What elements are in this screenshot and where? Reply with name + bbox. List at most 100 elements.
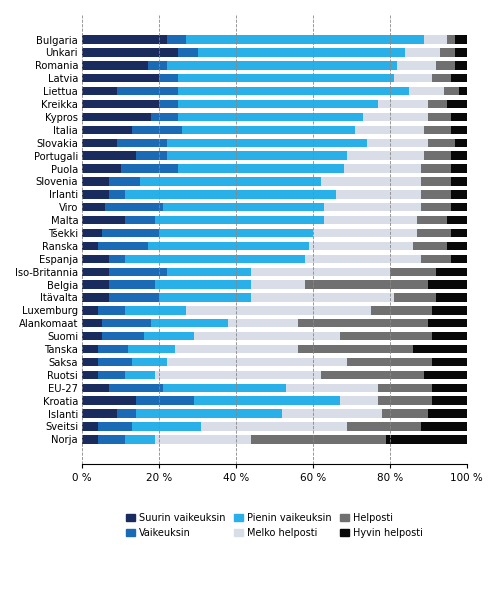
Bar (321, 177, 420, 185)
Bar (451, 190, 467, 199)
Bar (136, 397, 194, 405)
Bar (117, 139, 167, 147)
Bar (305, 280, 428, 289)
Bar (136, 409, 282, 418)
Bar (178, 100, 378, 108)
Bar (124, 371, 155, 379)
Bar (144, 332, 194, 340)
Bar (428, 113, 451, 121)
Bar (109, 268, 167, 276)
Bar (98, 435, 124, 443)
Bar (194, 397, 340, 405)
Bar (159, 229, 313, 237)
Bar (405, 48, 440, 56)
Bar (286, 383, 378, 392)
Bar (82, 177, 109, 185)
Bar (305, 254, 420, 263)
Bar (451, 164, 467, 173)
Bar (82, 345, 98, 353)
Bar (229, 319, 297, 328)
Bar (98, 345, 128, 353)
Bar (428, 100, 447, 108)
Bar (182, 125, 355, 134)
Bar (417, 229, 451, 237)
Bar (436, 268, 467, 276)
Bar (82, 229, 102, 237)
Bar (82, 268, 109, 276)
Bar (82, 113, 151, 121)
Bar (82, 125, 132, 134)
Bar (151, 319, 229, 328)
Bar (313, 229, 417, 237)
Bar (178, 113, 363, 121)
Bar (109, 177, 140, 185)
Bar (428, 280, 467, 289)
Bar (109, 280, 155, 289)
Bar (124, 435, 155, 443)
Bar (417, 216, 447, 224)
Bar (178, 164, 344, 173)
Bar (106, 203, 163, 211)
Bar (367, 139, 428, 147)
Bar (451, 177, 467, 185)
Bar (163, 383, 286, 392)
Bar (432, 332, 467, 340)
Bar (82, 280, 109, 289)
Bar (393, 74, 432, 82)
Bar (309, 242, 413, 250)
Bar (378, 100, 428, 108)
Bar (451, 254, 467, 263)
Bar (251, 293, 393, 302)
Bar (420, 254, 451, 263)
Bar (82, 164, 121, 173)
Bar (82, 242, 98, 250)
Bar (124, 216, 155, 224)
Bar (424, 151, 451, 160)
Bar (147, 61, 167, 70)
Bar (82, 35, 167, 44)
Bar (432, 397, 467, 405)
Bar (251, 268, 390, 276)
Bar (432, 306, 467, 314)
Bar (447, 242, 467, 250)
Bar (132, 422, 201, 431)
Bar (348, 358, 432, 366)
Bar (117, 87, 178, 95)
Bar (363, 113, 428, 121)
Bar (390, 268, 436, 276)
Bar (82, 87, 117, 95)
Bar (201, 422, 348, 431)
Bar (436, 293, 467, 302)
Bar (451, 229, 467, 237)
Bar (109, 293, 159, 302)
Bar (413, 242, 447, 250)
Bar (82, 254, 109, 263)
Bar (297, 345, 413, 353)
Bar (128, 345, 174, 353)
Bar (444, 87, 459, 95)
Bar (378, 383, 432, 392)
Bar (420, 422, 467, 431)
Bar (194, 332, 340, 340)
Bar (451, 125, 467, 134)
Bar (198, 48, 405, 56)
Bar (440, 48, 455, 56)
Bar (82, 371, 98, 379)
Bar (82, 319, 102, 328)
Bar (167, 268, 251, 276)
Bar (186, 35, 424, 44)
Bar (82, 216, 124, 224)
Bar (98, 422, 132, 431)
Bar (324, 203, 420, 211)
Bar (432, 358, 467, 366)
Bar (117, 409, 136, 418)
Bar (436, 61, 455, 70)
Bar (455, 139, 467, 147)
Bar (109, 383, 163, 392)
Bar (155, 280, 251, 289)
Bar (447, 100, 467, 108)
Bar (82, 422, 98, 431)
Bar (178, 74, 393, 82)
Bar (393, 293, 436, 302)
Bar (336, 190, 420, 199)
